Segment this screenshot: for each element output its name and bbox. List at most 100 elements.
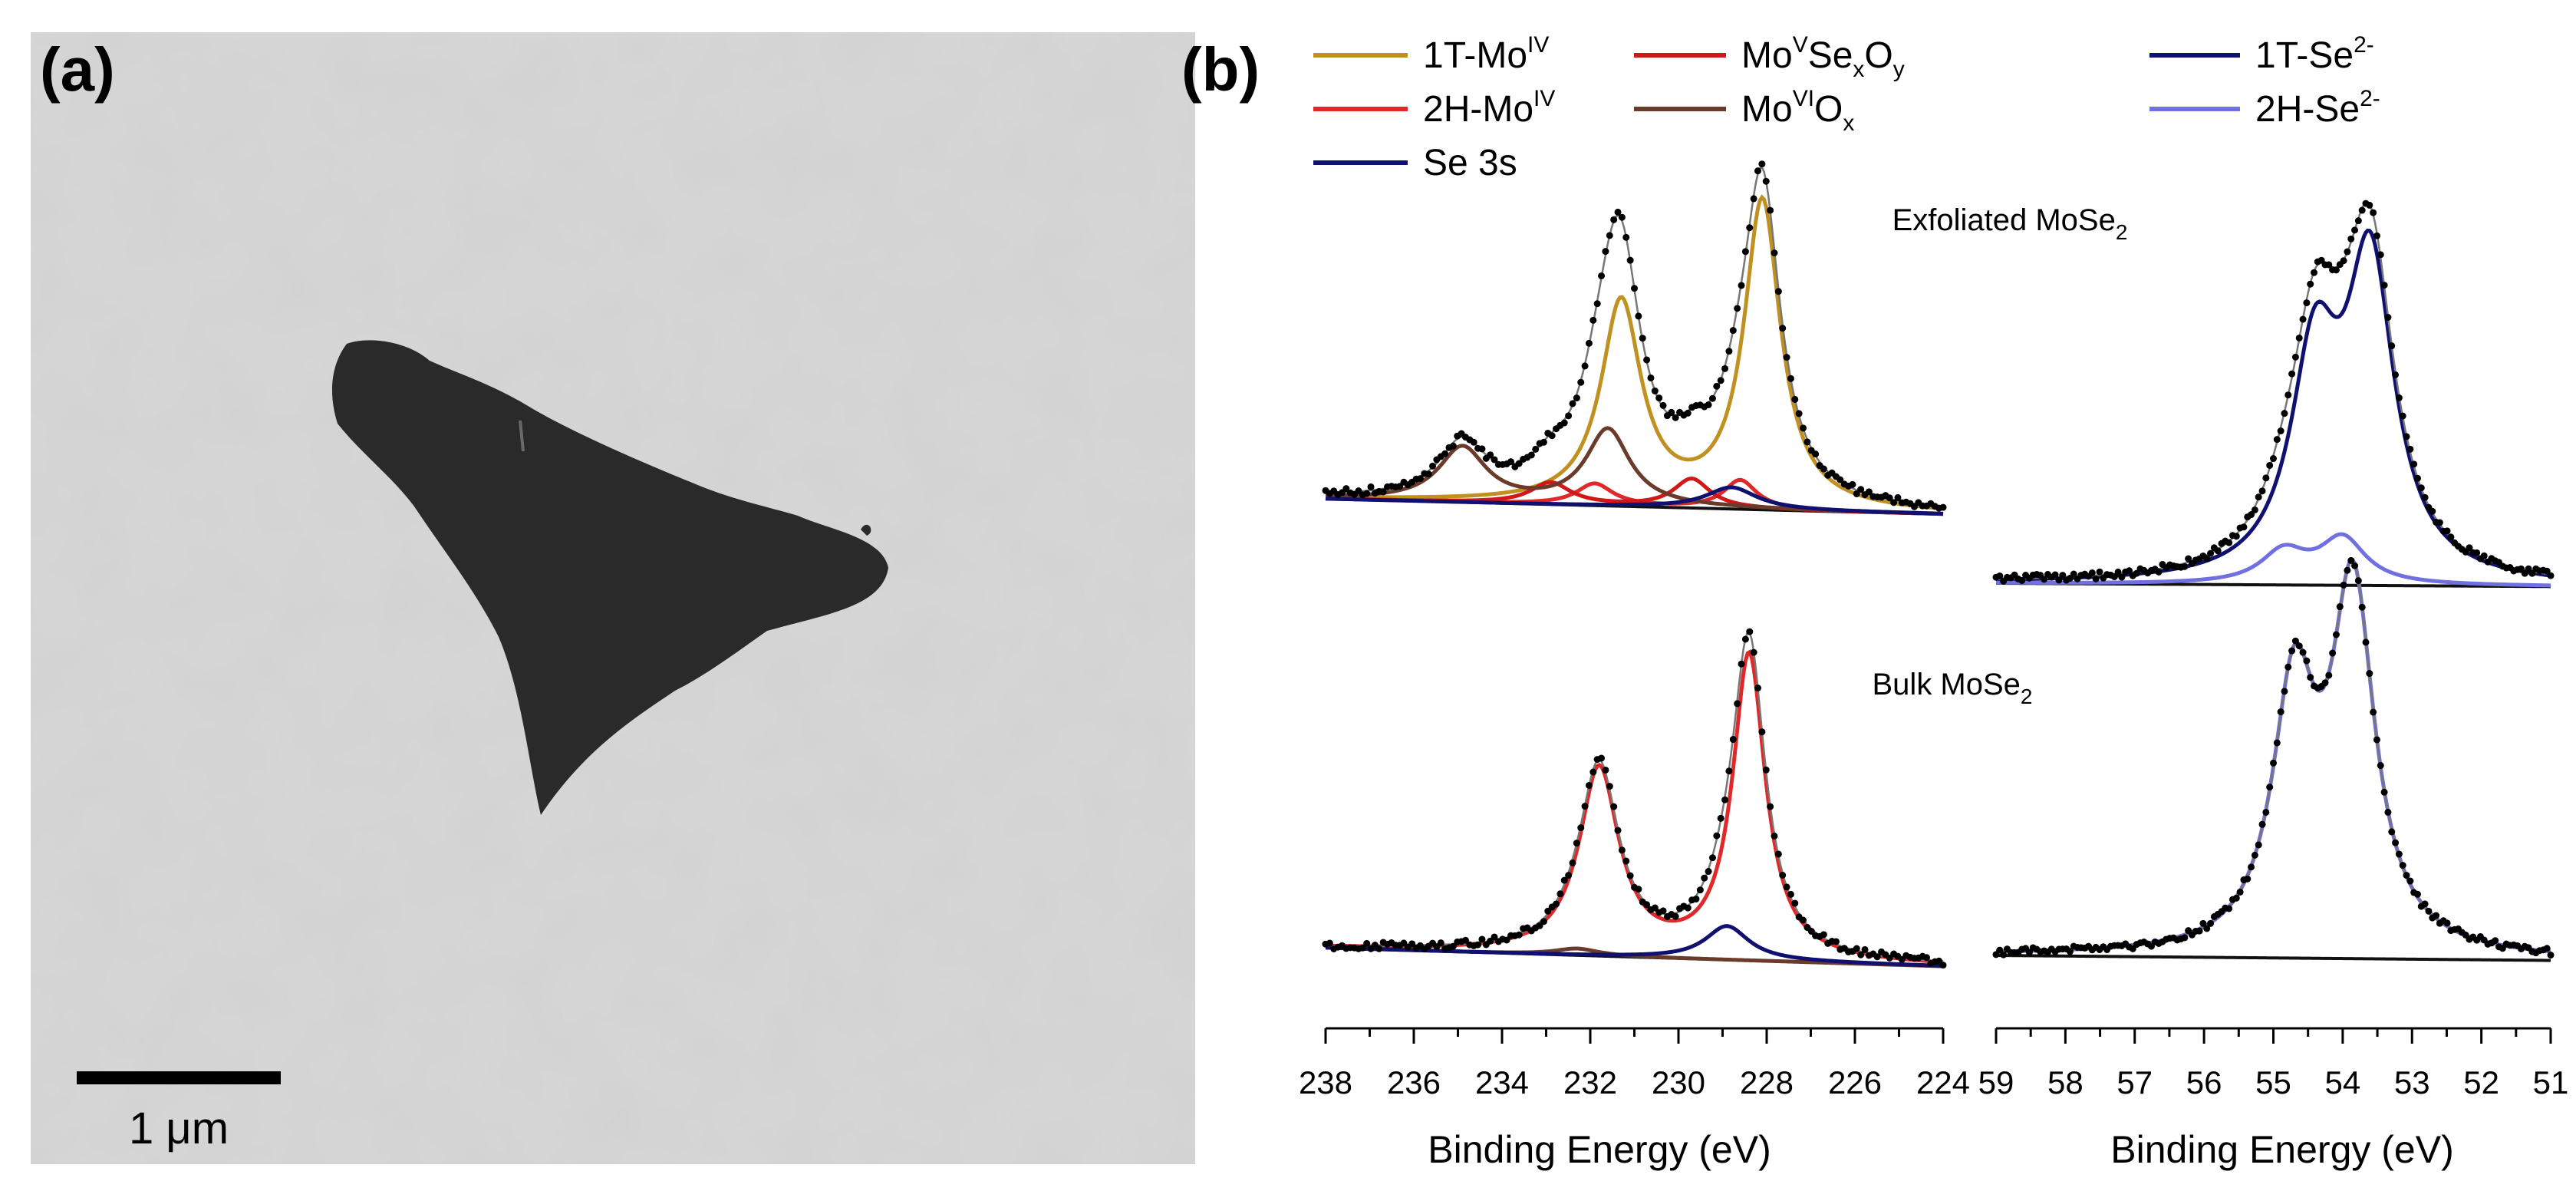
data-point <box>2325 261 2333 269</box>
data-point <box>2388 828 2396 836</box>
data-point <box>2340 581 2347 589</box>
svg-text:1T-MoIV: 1T-MoIV <box>1423 32 1549 76</box>
se3d-x-axis: 59 58 57 56 55 54 53 52 51 <box>1978 1027 2568 1100</box>
data-point <box>1729 327 1737 335</box>
component-line <box>1325 649 1944 965</box>
data-point <box>2410 460 2418 468</box>
panel-a-label: (a) <box>40 35 115 104</box>
se3d-x-axis-title: Binding Energy (eV) <box>2110 1128 2453 1171</box>
data-point <box>1708 854 1716 862</box>
data-point <box>1787 374 1794 382</box>
legend-item-2h-se: 2H-Se2- <box>2149 86 2380 130</box>
data-point <box>1379 488 1387 496</box>
data-point <box>1807 928 1815 935</box>
data-point <box>1425 470 1432 478</box>
data-point <box>1857 486 1865 493</box>
data-point <box>2358 603 2366 611</box>
data-point <box>1556 890 1564 898</box>
data-point <box>2155 568 2163 576</box>
data-point <box>2384 808 2392 816</box>
data-point <box>2055 576 2063 584</box>
data-point <box>2110 573 2118 581</box>
data-point <box>1507 458 1514 466</box>
data-point <box>2384 314 2392 322</box>
data-point <box>2421 493 2429 501</box>
data-point <box>1779 325 1787 332</box>
data-point <box>2051 571 2059 579</box>
data-point <box>2240 523 2248 531</box>
data-point <box>2232 894 2240 902</box>
data-point <box>1738 660 1745 668</box>
data-point <box>2041 576 2048 583</box>
data-point <box>2344 248 2351 256</box>
data-point <box>2480 552 2488 559</box>
data-point <box>1725 348 1733 355</box>
data-point <box>2096 568 2103 576</box>
panel-a: (a) 1 μm <box>31 32 1195 1164</box>
data-point <box>2321 679 2329 687</box>
data-point <box>1610 803 1618 810</box>
data-point <box>1626 872 1634 879</box>
x-tick-label: 56 <box>2186 1064 2222 1100</box>
data-point <box>1717 814 1724 822</box>
data-point <box>2370 708 2377 716</box>
data-point <box>2232 533 2240 540</box>
data-point <box>2199 919 2207 927</box>
data-point <box>2266 784 2274 791</box>
data-point <box>2492 937 2499 945</box>
data-point <box>1491 456 1498 464</box>
data-point <box>2392 839 2400 846</box>
data-point <box>2307 280 2314 288</box>
data-point <box>1774 288 1782 295</box>
data-point <box>1659 907 1667 915</box>
x-tick-label: 58 <box>2047 1064 2084 1100</box>
data-point <box>1713 382 1721 390</box>
data-point <box>2258 487 2266 495</box>
data-point <box>2311 269 2318 276</box>
data-point <box>2358 206 2366 214</box>
data-point <box>1762 177 1770 185</box>
data-point <box>1635 886 1642 893</box>
data-point <box>1791 395 1799 403</box>
data-point <box>1643 901 1651 909</box>
data-point <box>1614 827 1622 834</box>
data-point <box>2347 556 2355 564</box>
data-point <box>1577 824 1585 832</box>
data-point <box>2351 562 2359 569</box>
data-point <box>2380 788 2388 796</box>
data-point <box>1367 483 1375 490</box>
data-point <box>1606 232 1613 239</box>
data-point <box>1540 918 1547 925</box>
data-point <box>1774 850 1782 858</box>
data-point <box>2092 575 2100 582</box>
data-point <box>1536 922 1543 929</box>
x-tick-label: 234 <box>1475 1064 1529 1100</box>
data-point <box>1408 940 1416 948</box>
data-point <box>1487 451 1494 459</box>
x-tick-label: 57 <box>2116 1064 2153 1100</box>
data-point <box>2351 226 2359 234</box>
data-point <box>1527 451 1535 459</box>
data-point <box>2395 394 2403 401</box>
data-point <box>2025 949 2033 956</box>
data-point <box>2225 905 2233 912</box>
data-point <box>1532 445 1540 453</box>
data-point <box>1783 883 1790 891</box>
data-point <box>2307 674 2314 681</box>
data-point <box>2070 570 2077 578</box>
data-point <box>2284 391 2292 399</box>
data-point <box>1560 419 1568 427</box>
data-point <box>1734 305 1741 312</box>
data-point <box>1639 335 1646 342</box>
data-point <box>1820 931 1827 939</box>
data-point <box>1598 754 1606 762</box>
data-point <box>1581 803 1589 810</box>
data-point <box>2262 474 2270 482</box>
x-tick-label: 230 <box>1652 1064 1705 1100</box>
data-point <box>1626 256 1634 264</box>
data-point <box>2392 371 2400 378</box>
data-point <box>2299 315 2307 323</box>
x-tick-label: 238 <box>1299 1064 1352 1100</box>
data-point <box>2181 934 2189 942</box>
